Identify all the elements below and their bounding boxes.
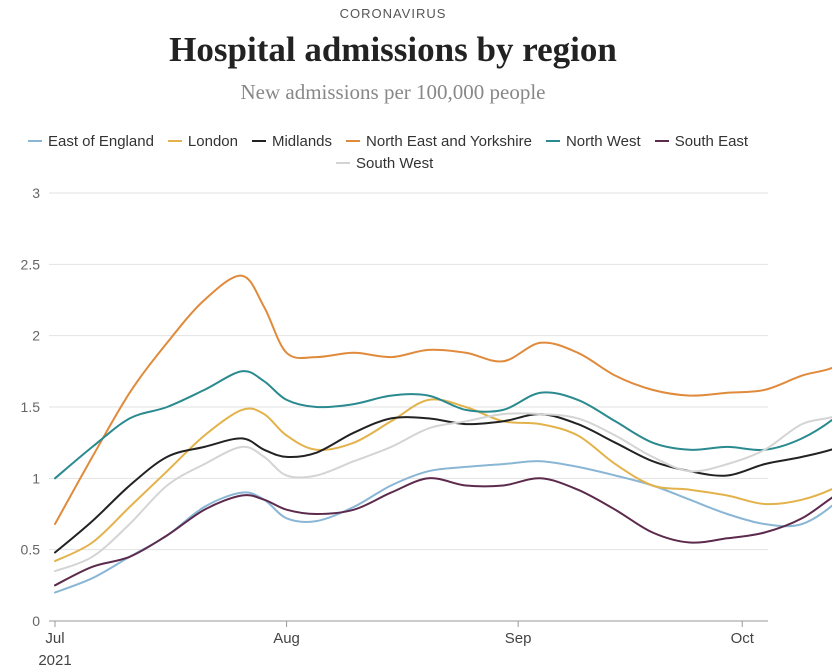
y-tick-label: 1.5 <box>21 399 41 415</box>
legend-label: East of England <box>48 133 154 150</box>
series-line-south-east <box>54 477 832 587</box>
x-tick-label: Oct <box>731 630 755 647</box>
legend-swatch <box>654 140 669 143</box>
legend-swatch <box>545 140 560 143</box>
legend-label: Midlands <box>271 133 333 150</box>
chart-subtitle: New admissions per 100,000 people <box>240 80 546 104</box>
y-tick-label: 3 <box>32 185 40 201</box>
legend-item-london: London <box>167 131 238 153</box>
legend-swatch <box>336 162 350 165</box>
legend-label: North West <box>565 133 641 150</box>
x-tick-label: Aug <box>273 630 300 647</box>
legend-swatch <box>251 140 266 143</box>
legend-label: South West <box>356 155 434 172</box>
series-line-south-west <box>54 412 832 573</box>
legend-item-east-of-england: East of England <box>28 131 154 153</box>
legend-label: South East <box>674 133 749 150</box>
series-line-midlands <box>54 413 832 554</box>
legend-item-north-east-and-yorkshire: North East and Yorkshire <box>346 131 532 153</box>
legend-swatch <box>346 140 361 143</box>
x-tick-label: Sep <box>505 630 532 647</box>
chart-title: Hospital admissions by region <box>169 30 617 69</box>
series-line-north-east-and-yorkshire <box>54 274 832 525</box>
legend-item-north-west: North West <box>545 131 641 153</box>
legend-item-south-west: South West <box>336 153 433 175</box>
legend-swatch <box>28 140 42 143</box>
legend-swatch <box>167 140 182 143</box>
y-tick-label: 2.5 <box>21 256 41 272</box>
x-tick-label: Jul <box>45 630 64 647</box>
legend-item-midlands: Midlands <box>251 131 333 153</box>
legend-label: North East and Yorkshire <box>366 133 532 150</box>
series-line-north-west <box>54 370 832 480</box>
y-tick-label: 0.5 <box>21 542 41 558</box>
y-tick-label: 0 <box>32 613 40 629</box>
series-line-london <box>54 398 832 563</box>
chart-legend: East of England London Midlands North East … <box>28 131 788 175</box>
y-tick-label: 1 <box>32 470 40 486</box>
series-line-east-of-england <box>54 460 832 594</box>
x-tick-sublabel: 2021 <box>38 652 71 669</box>
legend-label: London <box>187 133 238 150</box>
y-tick-label: 2 <box>32 328 40 344</box>
legend-item-south-east: South East <box>654 131 749 153</box>
section-kicker: CORONAVIRUS <box>339 6 447 21</box>
